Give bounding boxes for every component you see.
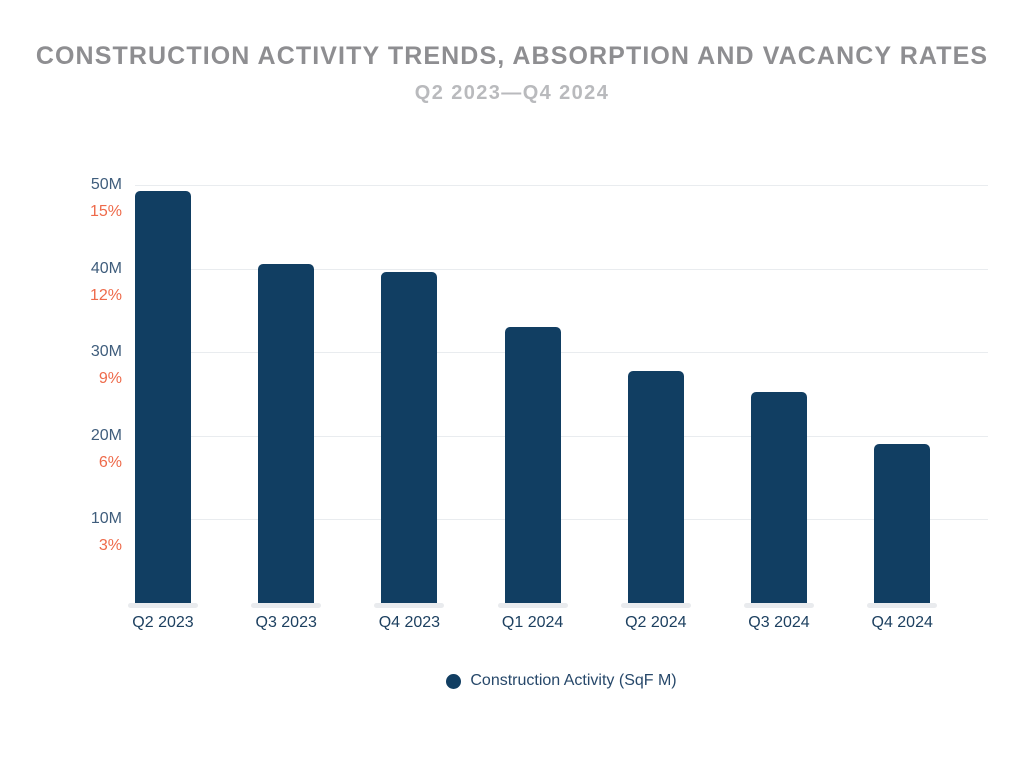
chart-subtitle: Q2 2023—Q4 2024 — [414, 82, 610, 104]
y-tick-left: 50M — [90, 176, 122, 194]
gridline — [135, 268, 988, 270]
legend-marker-icon — [446, 673, 462, 689]
x-tick-q4-2023: Q4 2023 — [378, 614, 441, 631]
bar-q4-2024 — [874, 444, 931, 603]
y-tick-left: 20M — [90, 426, 122, 444]
x-tick-q4-2024: Q4 2024 — [871, 614, 933, 631]
gridline — [135, 519, 988, 521]
x-tick-q2-2023: Q2 2023 — [132, 614, 194, 631]
gridline — [135, 185, 988, 187]
bar-q1-2024 — [504, 327, 561, 603]
gridline — [135, 435, 988, 437]
x-tick-q3-2023: Q3 2023 — [255, 614, 317, 631]
legend-label: Construction Activity (SqF M) — [470, 672, 677, 689]
y-tick-right: 3% — [98, 537, 122, 555]
bar-q2-2023 — [135, 190, 191, 603]
bar-q4-2023 — [381, 271, 438, 603]
bar-pedestal — [497, 603, 568, 608]
bar-pedestal — [867, 603, 938, 608]
bar-pedestal — [620, 603, 691, 608]
legend: Construction Activity (SqF M) — [135, 672, 988, 690]
x-tick-q3-2024: Q3 2024 — [748, 614, 810, 631]
y-tick-left: 30M — [90, 343, 122, 361]
y-tick-left: 40M — [90, 259, 122, 277]
bar-pedestal — [251, 603, 322, 608]
y-tick-right: 9% — [98, 370, 122, 388]
y-axis-labels: 50M 15% 40M 12% 30M 9% 20M 6% 10M 3% — [0, 170, 122, 603]
plot-area: Q2 2023 Q3 2023 Q4 2023 Q1 2024 Q2 2024 Q3 20… — [128, 170, 988, 631]
x-tick-q1-2024: Q1 2024 — [501, 614, 564, 631]
y-tick-right: 15% — [89, 203, 122, 221]
gridline — [135, 352, 988, 354]
bar-pedestal — [128, 603, 198, 608]
y-tick-left: 10M — [90, 510, 122, 528]
bar-q3-2024 — [751, 391, 807, 603]
bar-pedestal — [744, 603, 814, 608]
x-tick-q2-2024: Q2 2024 — [625, 614, 687, 631]
y-tick-right: 6% — [98, 453, 122, 471]
bar-pedestal — [374, 603, 445, 608]
bar-q3-2023 — [258, 264, 315, 603]
chart-title: CONSTRUCTION ACTIVITY TRENDS, ABSORPTION… — [35, 42, 989, 70]
bar-q2-2024 — [627, 370, 684, 603]
y-tick-right: 12% — [89, 286, 122, 304]
